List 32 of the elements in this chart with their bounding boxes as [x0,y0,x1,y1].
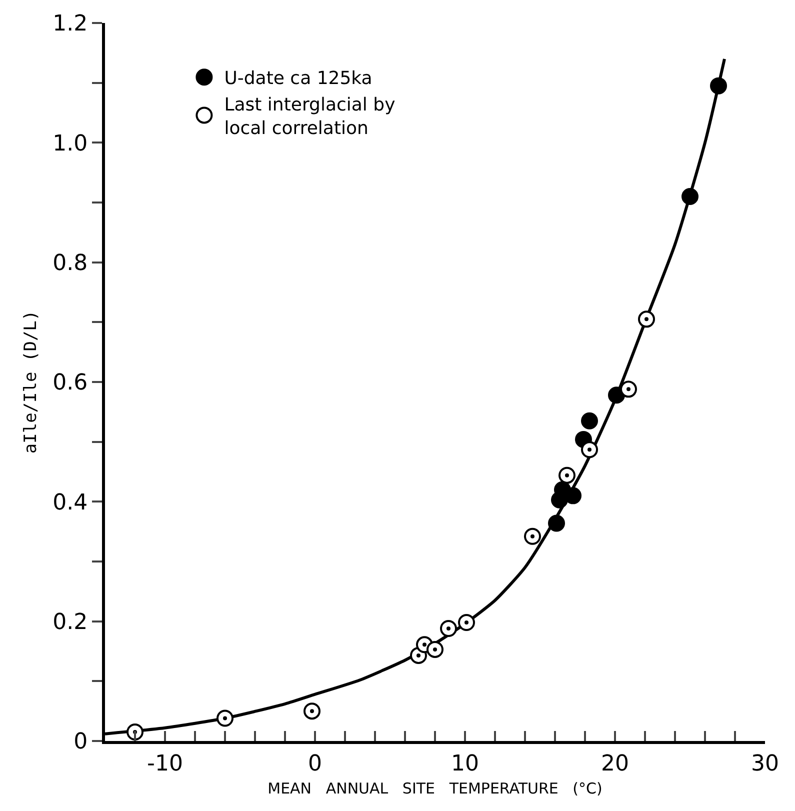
legend-label: U-date ca 125ka [224,68,372,90]
point [581,412,598,430]
point [620,380,637,398]
x-tick-label: 0 [308,751,322,776]
point [216,710,234,727]
point [682,188,698,206]
point [581,441,598,458]
point [524,528,541,545]
y-tick-label: 1.2 [52,12,88,37]
y-tick-label: 0 [74,730,88,755]
point [548,514,565,532]
point [608,386,625,404]
x-tick-label: 10 [451,751,479,776]
point [558,466,576,484]
legend-label: Last interglacial by local correlation [224,94,396,139]
y-tick-label: 0.8 [52,251,88,276]
point [440,620,457,638]
x-tick-label: -10 [147,751,183,776]
y-axis-title: aIle/Ile (D/L) [21,310,42,454]
x-axis-title: MEAN ANNUAL SITE TEMPERATURE (°C) [268,779,602,798]
x-tick-label: 30 [751,751,779,776]
point [426,640,444,658]
x-tick-label: 20 [601,751,629,776]
point [458,614,475,632]
y-tick-label: 0.4 [52,490,88,516]
y-tick-label: 0.6 [52,370,88,396]
point [551,491,568,508]
y-tick-label: 0.2 [52,610,88,636]
point [710,77,727,94]
y-tick-label: 1.0 [52,131,88,156]
point [304,702,320,720]
point [638,310,655,328]
